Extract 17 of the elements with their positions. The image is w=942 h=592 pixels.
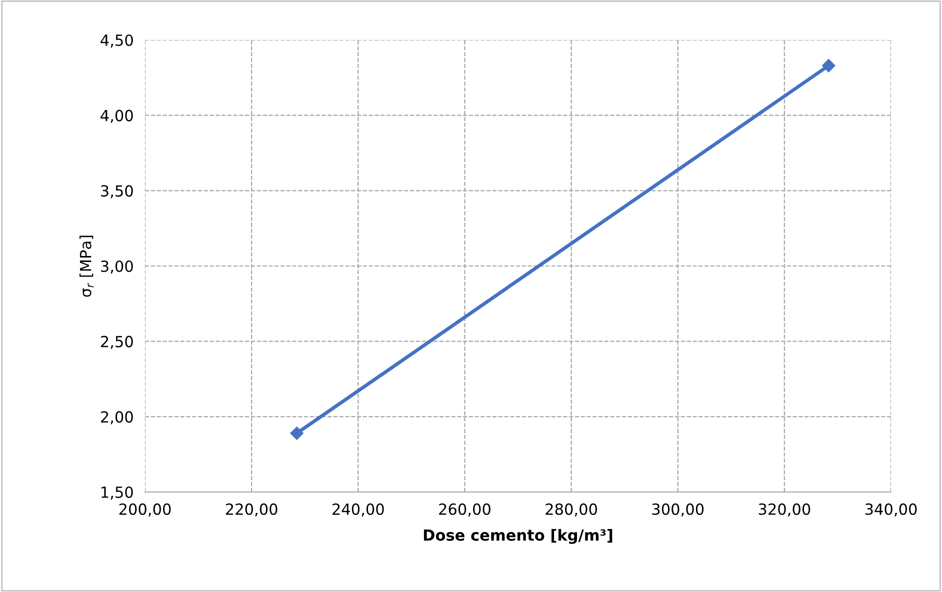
y-tick-label: 4,00 (100, 110, 133, 123)
x-tick-label: 260,00 (439, 503, 490, 516)
y-tick-label: 3,50 (101, 185, 133, 198)
x-tick-label: 300,00 (652, 503, 704, 516)
y-tick-label: 2,50 (100, 336, 133, 349)
x-tick-label: 240,00 (332, 503, 384, 516)
x-tick-label: 320,00 (758, 503, 810, 516)
y-tick-label: 3,00 (101, 260, 133, 274)
y-tick-label: 1,50 (102, 486, 133, 500)
y-tick-label: 2,00 (100, 411, 133, 424)
x-tick-label: 200,00 (119, 503, 171, 516)
x-axis-title: Dose cemento [kg/m³] (424, 529, 612, 544)
y-tick-label: 4,50 (100, 34, 133, 48)
x-tick-label: 280,00 (546, 503, 597, 516)
y-axis-title: σ$_{r}$ [MPa] (80, 236, 94, 297)
x-tick-label: 220,00 (226, 503, 278, 516)
x-tick-label: 340,00 (865, 503, 917, 516)
